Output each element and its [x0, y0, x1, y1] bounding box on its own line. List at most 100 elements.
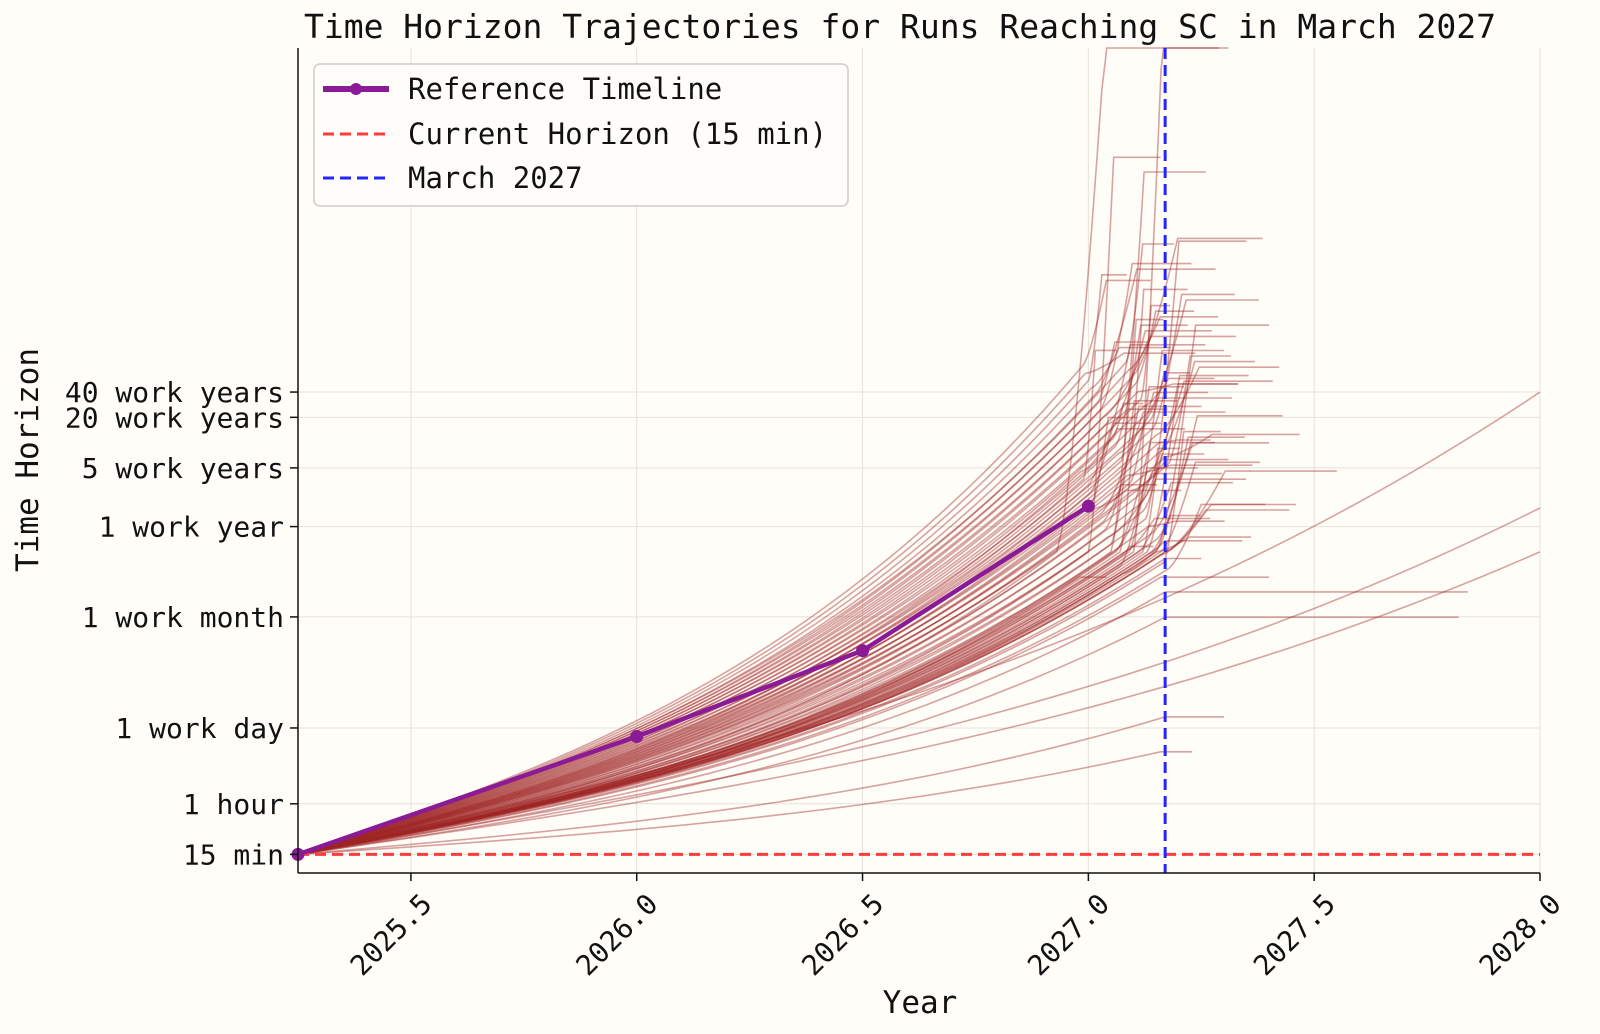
run-trajectory-37: [297, 293, 1235, 856]
run-trajectory-20: [297, 330, 1212, 856]
run-trajectory-60: [297, 47, 1229, 856]
reference-timeline-point-2: [856, 644, 870, 658]
run-trajectory-9: [297, 316, 1219, 856]
run-trajectory-12: [297, 324, 1188, 856]
run-trajectory-68: [297, 383, 1238, 856]
run-trajectory-85: [297, 470, 1337, 856]
run-trajectory-83: [297, 507, 1541, 856]
run-trajectory-14: [297, 380, 1273, 856]
run-trajectory-36: [297, 341, 1148, 856]
run-trajectory-63: [297, 171, 1206, 856]
y-tick-label-3: 1 work month: [82, 601, 284, 634]
run-trajectory-58: [297, 520, 1225, 856]
run-trajectory-6: [297, 374, 1249, 856]
run-trajectory-41: [297, 405, 1202, 856]
run-trajectory-51: [297, 467, 1198, 856]
run-trajectory-0: [297, 576, 1107, 856]
run-trajectory-22: [297, 386, 1184, 856]
run-trajectory-15: [297, 484, 1158, 856]
run-trajectory-73: [297, 503, 1297, 856]
run-trajectory-30: [297, 391, 1208, 856]
run-trajectory-61: [297, 156, 1161, 856]
y-tick-label-1: 1 hour: [183, 788, 284, 821]
run-trajectory-70: [297, 441, 1215, 856]
run-trajectory-65: [297, 288, 1188, 856]
run-trajectory-8: [297, 430, 1221, 856]
run-trajectory-45: [297, 299, 1259, 856]
run-trajectory-62: [297, 47, 1220, 856]
run-trajectory-21: [297, 433, 1300, 856]
run-trajectory-76: [297, 557, 1202, 856]
reference-timeline-layer: [291, 499, 1095, 861]
run-trajectory-32: [297, 447, 1181, 856]
run-trajectory-27: [297, 383, 1239, 856]
y-tick-label-2: 1 work day: [115, 712, 284, 745]
run-trajectory-57: [297, 416, 1137, 856]
y-tick-label-5: 5 work years: [82, 452, 284, 485]
run-trajectory-10: [297, 268, 1216, 856]
run-trajectory-59: [297, 472, 1222, 856]
x-axis-label: Year: [883, 985, 958, 1021]
run-trajectory-56: [297, 464, 1253, 856]
run-trajectory-69: [297, 415, 1283, 856]
run-trajectory-81: [297, 751, 1193, 856]
run-trajectory-84: [297, 551, 1541, 856]
run-trajectory-19: [297, 377, 1215, 856]
legend: Reference Timeline Current Horizon (15 m…: [313, 63, 849, 207]
reference-timeline-line: [297, 504, 1090, 857]
run-trajectory-75: [297, 536, 1251, 856]
reference-lines: [298, 48, 1540, 873]
legend-reference-label: Reference Timeline: [408, 72, 722, 106]
run-trajectory-5: [297, 422, 1161, 856]
legend-box: [313, 63, 849, 207]
reference-timeline-point-3: [1081, 499, 1095, 513]
run-trajectory-64: [297, 240, 1247, 856]
run-trajectory-66: [297, 324, 1269, 856]
run-trajectory-28: [297, 335, 1236, 856]
run-trajectory-38: [297, 397, 1233, 856]
run-trajectory-2: [297, 262, 1192, 856]
y-tick-label-0: 15 min: [183, 838, 284, 871]
run-trajectory-13: [297, 428, 1186, 856]
y-tick-label-6: 20 work years: [65, 401, 284, 434]
run-trajectory-11: [297, 372, 1191, 856]
legend-current-horizon-label: Current Horizon (15 min): [408, 117, 827, 151]
run-trajectory-23: [297, 489, 1182, 856]
run-trajectory-33: [297, 400, 1178, 856]
run-trajectory-17: [297, 540, 1243, 856]
reference-timeline-point-1: [630, 729, 644, 743]
legend-reference-marker: [350, 83, 362, 95]
run-trajectory-7: [297, 478, 1247, 856]
run-trajectory-50: [297, 514, 1201, 856]
run-trajectory-31: [297, 344, 1206, 856]
run-trajectory-72: [297, 481, 1233, 856]
chart-title: Time Horizon Trajectories for Runs Reach…: [304, 7, 1496, 46]
axes-layer: [290, 48, 1541, 881]
run-trajectory-25: [297, 545, 1154, 856]
run-trajectory-82: [297, 391, 1541, 856]
run-trajectory-35: [297, 237, 1263, 856]
run-trajectory-47: [297, 355, 1231, 856]
run-trajectory-79: [297, 616, 1459, 856]
run-trajectory-49: [297, 411, 1226, 856]
run-trajectory-55: [297, 360, 1256, 856]
run-trajectory-74: [297, 517, 1211, 856]
run-trajectory-71: [297, 461, 1260, 856]
run-trajectory-53: [297, 304, 1170, 856]
run-trajectory-54: [297, 408, 1168, 856]
run-trajectory-34: [297, 503, 1266, 856]
run-trajectory-42: [297, 509, 1290, 856]
legend-march-2027-label: March 2027: [408, 161, 583, 195]
y-tick-label-4: 1 work year: [99, 511, 284, 544]
run-trajectory-46: [297, 402, 1144, 856]
run-trajectory-78: [297, 591, 1468, 856]
run-trajectory-40: [297, 453, 1205, 856]
run-trajectory-48: [297, 458, 1229, 856]
y-tick-label-7: 40 work years: [65, 376, 284, 409]
run-trajectory-80: [297, 716, 1224, 856]
run-trajectory-67: [297, 349, 1224, 856]
run-trajectory-1: [297, 310, 1195, 856]
run-trajectory-16: [297, 436, 1245, 856]
